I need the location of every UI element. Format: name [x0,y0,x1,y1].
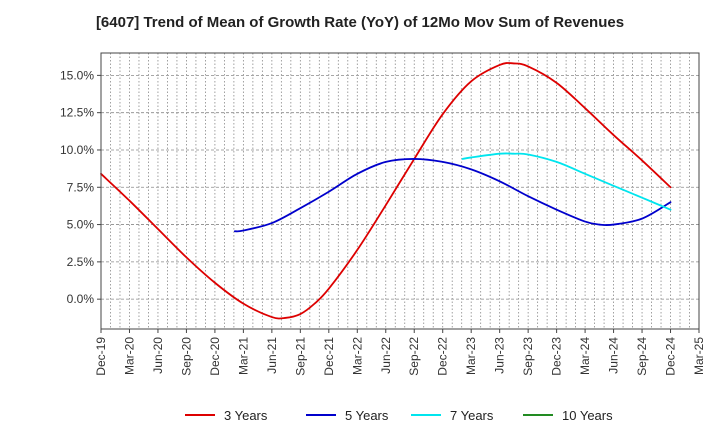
grid-layer [101,53,699,329]
x-tick-label: Dec-19 [94,337,108,376]
x-tick-label: Sep-24 [635,337,649,376]
x-tick-label: Sep-20 [179,337,193,376]
y-tick-label: 12.5% [60,106,94,120]
legend-label-7-years: 7 Years [450,408,494,423]
x-tick-label: Mar-21 [236,337,250,375]
x-tick-label: Dec-20 [208,337,222,376]
y-tick-label: 0.0% [67,292,95,306]
x-tick-label: Sep-23 [521,337,535,376]
x-tick-label: Mar-22 [350,337,364,375]
plot-border [100,52,700,330]
x-tick-label: Jun-20 [151,337,165,374]
series-line-7-years [461,152,672,211]
x-tick-label: Dec-21 [322,337,336,376]
x-axis: Dec-19 Mar-20 Jun-20 Sep-20 Dec-20 Mar-21 Jun-… [94,329,706,376]
x-tick-label: Mar-24 [578,337,592,375]
x-tick-label: Dec-23 [550,337,564,376]
x-tick-label: Jun-22 [379,337,393,374]
y-tick-label: 10.0% [60,143,94,157]
x-tick-label: Sep-22 [407,337,421,376]
legend-label-5-years: 5 Years [345,408,389,423]
x-tick-label: Mar-25 [692,337,706,375]
x-tick-label: Dec-24 [664,337,678,376]
y-axis: 0.0% 2.5% 5.0% 7.5% 10.0% 12.5% 15.0% [60,68,101,306]
y-tick-label: 5.0% [67,218,95,232]
series-line-3-years [100,62,672,320]
series-line-5-years [233,158,672,233]
y-tick-label: 15.0% [60,68,94,82]
x-tick-label: Mar-23 [464,337,478,375]
chart-title: [6407] Trend of Mean of Growth Rate (YoY… [95,14,625,31]
series-layer [100,62,672,320]
y-tick-label: 7.5% [67,180,95,194]
x-tick-label: Jun-24 [607,337,621,374]
legend: 3 Years 5 Years 7 Years 10 Years [185,408,613,423]
plot-background [101,53,699,329]
x-tick-label: Sep-21 [293,337,307,376]
x-tick-label: Dec-22 [436,337,450,376]
x-tick-label: Jun-21 [265,337,279,374]
y-tick-label: 2.5% [67,255,95,269]
legend-label-10-years: 10 Years [562,408,613,423]
x-tick-label: Mar-20 [122,337,136,375]
legend-label-3-years: 3 Years [224,408,268,423]
x-tick-label: Jun-23 [493,337,507,374]
